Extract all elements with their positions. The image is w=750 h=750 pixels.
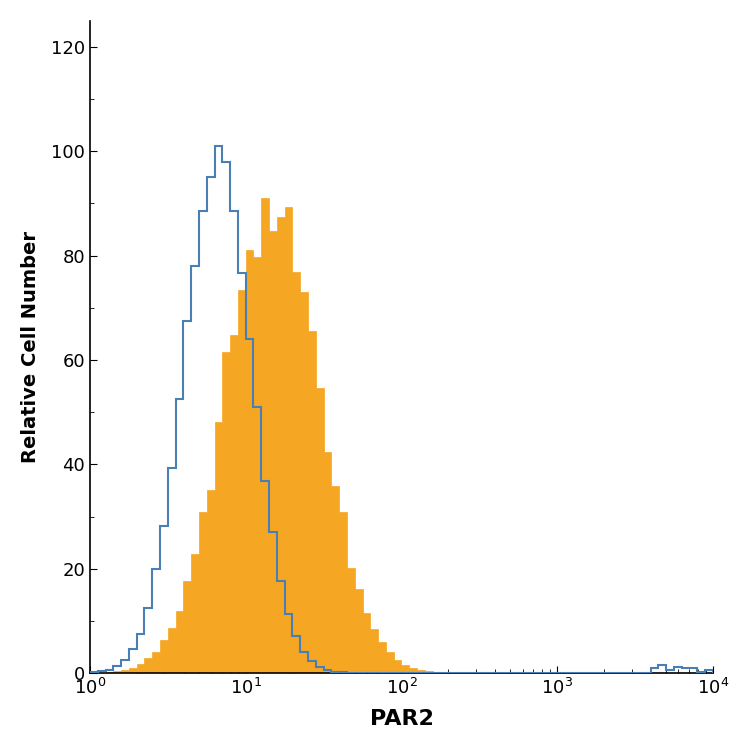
Y-axis label: Relative Cell Number: Relative Cell Number — [21, 231, 40, 463]
X-axis label: PAR2: PAR2 — [370, 710, 434, 729]
